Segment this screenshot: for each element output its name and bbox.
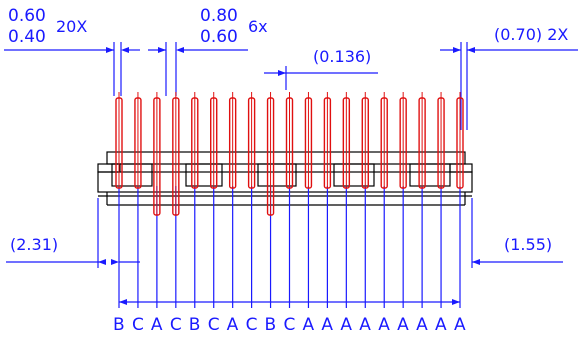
pin-letter: A xyxy=(302,315,315,335)
pin-letter: C xyxy=(169,315,182,335)
latch-right xyxy=(449,163,473,173)
latch-left xyxy=(97,163,121,173)
offset-label: (0.136) xyxy=(313,47,372,66)
pin-row xyxy=(115,92,464,216)
pin-width-max-label: 0.60 xyxy=(8,6,46,26)
pin-letter: C xyxy=(245,315,258,335)
end-gap-label: (0.70) 2X xyxy=(494,25,569,44)
pin-width2-min-label: 0.60 xyxy=(200,27,238,47)
housing-cell-1 xyxy=(111,163,153,187)
pin-letter: C xyxy=(207,315,220,335)
pin-letter: C xyxy=(283,315,296,335)
pin-letter: A xyxy=(340,315,352,335)
housing-cell-4 xyxy=(333,163,375,187)
body-main xyxy=(97,171,473,193)
pin-letter: B xyxy=(113,315,125,335)
housing-cell-5 xyxy=(409,163,451,187)
pin-letter: A xyxy=(416,315,428,335)
pin-width2-max-label: 0.80 xyxy=(200,6,238,26)
pin-width-qty-label: 20X xyxy=(56,17,88,36)
pin-letter: A xyxy=(150,315,163,335)
pin-letter: A xyxy=(359,315,371,335)
pin-letter: A xyxy=(378,315,390,335)
pin-letter: B xyxy=(264,315,277,335)
right-extent-label: (1.55) xyxy=(504,235,553,254)
pitch-extension-lines xyxy=(118,186,461,308)
housing-cell-3 xyxy=(257,163,297,187)
pin-letter: C xyxy=(131,315,144,335)
pin-letter: A xyxy=(321,315,334,335)
pin-letter: A xyxy=(454,315,466,335)
left-extent-label: (2.31) xyxy=(10,235,59,254)
pin-letter: B xyxy=(188,315,201,335)
dimension-lines xyxy=(4,42,578,303)
pin-letter: A xyxy=(435,315,447,335)
housing-cell-2 xyxy=(185,163,223,187)
pin-letter: A xyxy=(226,315,239,335)
pin-width-min-label: 0.40 xyxy=(8,27,46,47)
arrowheads xyxy=(98,47,480,305)
pin-letter: A xyxy=(397,315,409,335)
pin-width2-qty-label: 6x xyxy=(248,17,268,36)
